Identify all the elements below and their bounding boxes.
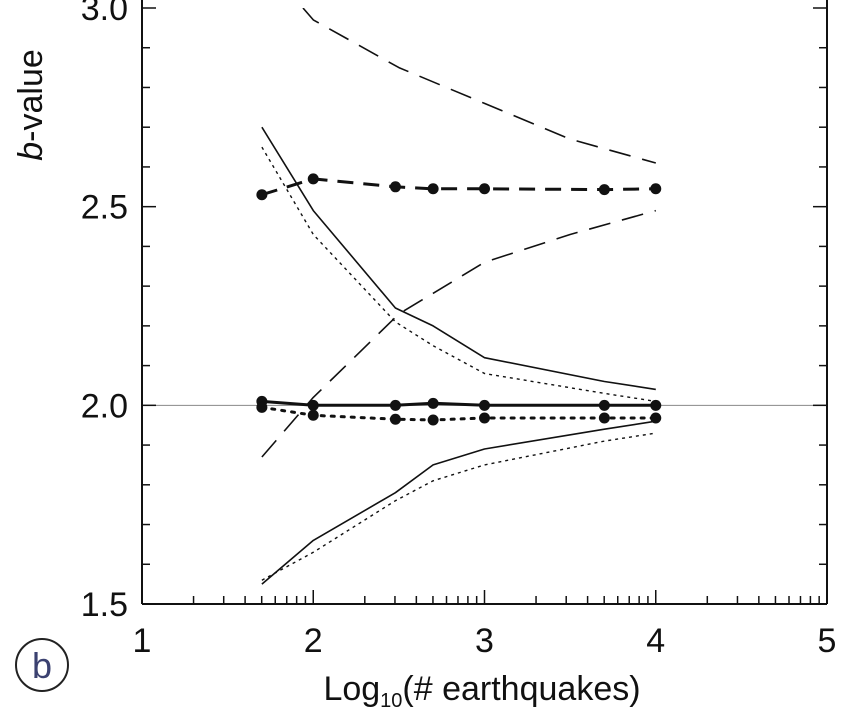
series-line-lower-bound-dotted bbox=[261, 432, 656, 581]
y-axis-title: b-value bbox=[12, 49, 50, 161]
data-point-true-b-2-dotted bbox=[479, 412, 490, 424]
x-tick-label: 2 bbox=[304, 622, 323, 660]
data-point-true-b-2-dotted bbox=[256, 401, 268, 413]
data-point-true-b-2 bbox=[598, 399, 610, 411]
axes-layer bbox=[141, 0, 828, 605]
y-tick-label: 3.0 bbox=[81, 0, 128, 28]
data-point-true-b-2 bbox=[479, 399, 490, 411]
series-line-upper-bound-solid bbox=[261, 126, 656, 391]
x-axis-title: Log10(# earthquakes) bbox=[323, 670, 640, 712]
tick-layer bbox=[141, 7, 828, 605]
data-point-true-b-2 bbox=[427, 397, 439, 409]
x-tick-label: 4 bbox=[646, 622, 665, 660]
data-point-true-b-2 bbox=[307, 399, 319, 411]
series-line-upper-bound-dotted bbox=[261, 146, 656, 403]
series-line-true-b-2 bbox=[261, 399, 656, 407]
tick-label-layer: 1 2 3 4 5 1.5 2.0 2.5 3.0 bbox=[81, 0, 837, 660]
data-point-true-b-2-dotted bbox=[389, 413, 401, 425]
series-line-true-b-2-dotted bbox=[260, 405, 658, 422]
panel-label-circle bbox=[15, 638, 69, 692]
x-tick-label: 5 bbox=[818, 622, 837, 660]
x-tick-label: 1 bbox=[133, 622, 152, 660]
series-line-lower-bound-solid bbox=[261, 420, 656, 585]
data-point-b-2-5-dashed bbox=[389, 181, 401, 193]
panel-label-letter: b bbox=[32, 645, 52, 686]
y-tick-label: 2.0 bbox=[81, 387, 128, 425]
data-point-true-b-2-dotted bbox=[650, 412, 662, 424]
x-tick-label: 3 bbox=[475, 622, 494, 660]
data-point-b-2-5-dashed bbox=[598, 184, 610, 196]
y-tick-label: 1.5 bbox=[81, 586, 128, 624]
series-line-b-2-5-dashed bbox=[261, 177, 656, 197]
data-point-b-2-5-dashed bbox=[427, 183, 439, 195]
series-line-lower-bound-dashed bbox=[261, 209, 657, 458]
data-point-true-b-2-dotted bbox=[598, 412, 610, 424]
data-point-true-b-2 bbox=[389, 399, 401, 411]
data-point-b-2-5-dashed bbox=[307, 173, 319, 185]
data-point-true-b-2-dotted bbox=[307, 409, 319, 421]
data-point-b-2-5-dashed bbox=[256, 189, 268, 201]
data-point-b-2-5-dashed bbox=[650, 183, 662, 195]
series-line-upper-bound-dashed bbox=[302, 8, 657, 164]
data-point-b-2-5-dashed bbox=[479, 183, 490, 195]
series-layer bbox=[256, 8, 662, 585]
data-point-true-b-2 bbox=[650, 399, 662, 411]
panel-label: b bbox=[15, 638, 69, 692]
data-point-true-b-2-dotted bbox=[427, 414, 439, 426]
y-tick-label: 2.5 bbox=[81, 189, 128, 227]
